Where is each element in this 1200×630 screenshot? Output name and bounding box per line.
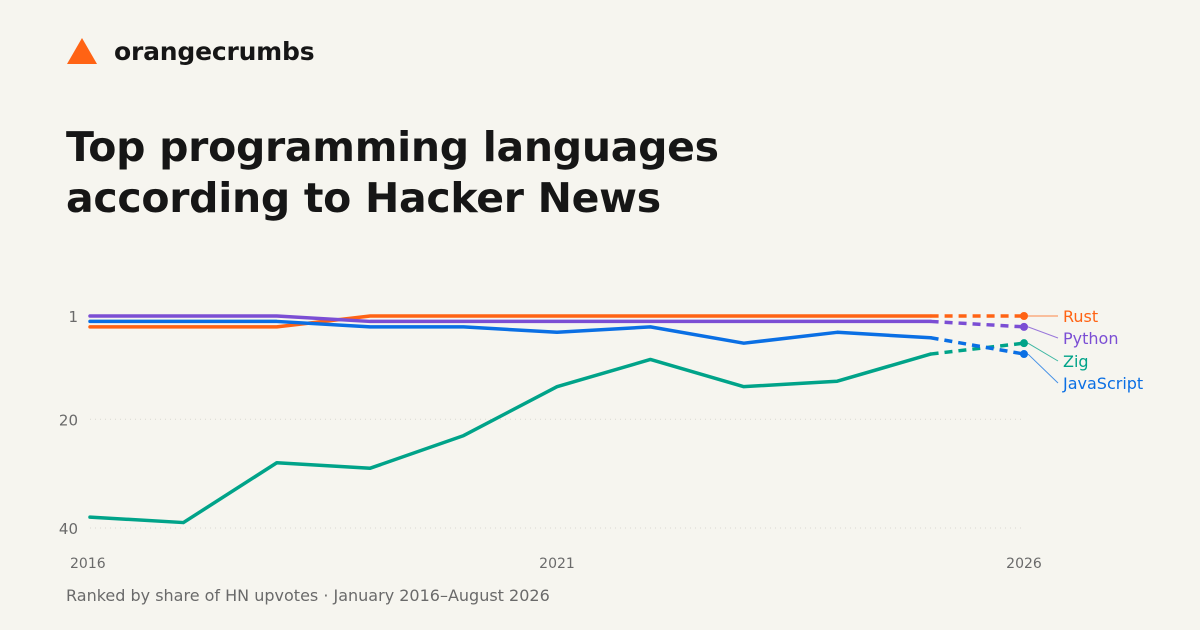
brand-header: orangecrumbs: [66, 36, 315, 66]
series-label-rust: Rust: [1063, 307, 1098, 326]
leader-line-zig: [1027, 342, 1059, 362]
chart-footnote: Ranked by share of HN upvotes · January …: [66, 586, 550, 605]
y-tick-label: 40: [59, 520, 78, 538]
series-line-python: [88, 314, 933, 324]
series-projection-javascript: [930, 336, 1025, 356]
x-tick-label: 2016: [70, 556, 106, 572]
brand-name: orangecrumbs: [114, 36, 315, 66]
series-projection-zig: [930, 341, 1025, 356]
series-endpoint-rust: [1020, 312, 1028, 320]
x-tick-label: 2026: [1006, 556, 1042, 572]
title-line-1: Top programming languages: [66, 123, 719, 171]
series-endpoint-javascript: [1020, 350, 1028, 359]
page-title: Top programming languages according to H…: [66, 122, 719, 224]
series-endpoint-python: [1020, 322, 1028, 331]
x-tick-label: 2021: [539, 556, 575, 572]
y-tick-label: 1: [68, 308, 78, 326]
y-tick-label: 20: [59, 411, 78, 429]
leader-line-python: [1027, 326, 1059, 339]
series-line-rust: [88, 314, 933, 329]
orange-triangle-icon: [67, 38, 97, 64]
series-label-python: Python: [1063, 329, 1118, 348]
leader-line-javascript: [1027, 353, 1059, 384]
series-projection-python: [930, 319, 1025, 329]
series-label-javascript: JavaScript: [1062, 374, 1143, 393]
series-line-zig: [88, 352, 933, 525]
ranking-line-chart: 1 20 40 2016 2021 2026 Rust Python Zig JavaScript: [59, 307, 1143, 572]
title-line-2: according to Hacker News: [66, 174, 661, 222]
series-endpoint-zig: [1020, 339, 1028, 348]
series-label-zig: Zig: [1063, 352, 1089, 371]
series-line-javascript: [88, 319, 933, 345]
